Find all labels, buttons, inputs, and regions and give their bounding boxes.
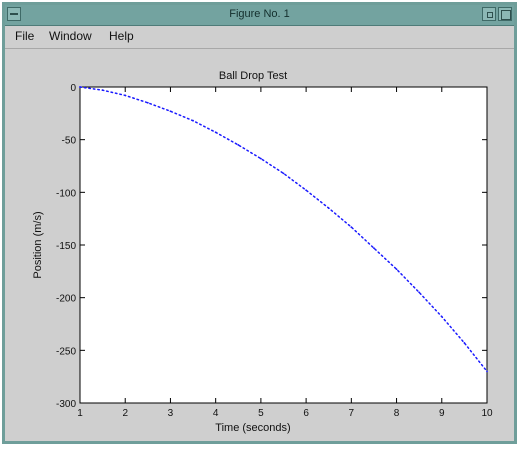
y-tick-label: -200 <box>56 294 76 305</box>
x-tick-label: 6 <box>303 408 309 419</box>
plot-area: Ball Drop Test Time (seconds) Position (… <box>5 49 514 441</box>
data-point <box>305 189 308 192</box>
chart-title: Ball Drop Test <box>219 70 287 82</box>
data-point <box>418 291 421 294</box>
data-point <box>237 144 240 146</box>
data-point <box>395 268 398 271</box>
y-tick-label: 0 <box>70 83 76 94</box>
data-point <box>214 131 217 134</box>
x-tick-label: 4 <box>213 408 219 419</box>
x-axis-label: Time (seconds) <box>215 422 290 434</box>
title-bar[interactable]: Figure No. 1 <box>5 5 514 26</box>
x-tick-label: 3 <box>168 408 174 419</box>
data-point <box>101 89 104 92</box>
x-tick-label: 10 <box>481 408 493 419</box>
data-point <box>169 110 172 113</box>
data-point <box>259 157 262 160</box>
y-tick-label: -300 <box>56 399 76 410</box>
minimize-icon <box>487 12 493 18</box>
data-point <box>146 101 149 104</box>
window-title: Figure No. 1 <box>229 8 290 20</box>
maximize-icon <box>501 10 511 20</box>
x-tick-label: 9 <box>439 408 445 419</box>
minimize-button[interactable] <box>482 7 496 21</box>
data-point <box>327 207 330 210</box>
menu-window[interactable]: Window <box>49 29 92 43</box>
data-point <box>192 119 194 122</box>
window-menu-button[interactable] <box>7 7 21 21</box>
menu-file[interactable]: File <box>15 29 35 43</box>
data-point <box>350 226 353 228</box>
data-point <box>373 247 375 250</box>
figure-window: Figure No. 1 File Window Help Ball Drop … <box>2 2 517 444</box>
window-menu-icon <box>10 13 18 15</box>
x-tick-label: 7 <box>349 408 355 419</box>
menu-help[interactable]: Help <box>109 29 134 43</box>
chart: Ball Drop Test Time (seconds) Position (… <box>32 70 493 434</box>
menu-bar: File Window Help <box>5 26 514 49</box>
data-point <box>282 172 285 175</box>
y-axis-label: Position (m/s) <box>32 211 44 278</box>
data-point <box>440 315 443 318</box>
y-tick-label: -250 <box>56 346 76 357</box>
x-tick-label: 5 <box>258 408 264 419</box>
maximize-button[interactable] <box>498 7 512 21</box>
x-tick-label: 2 <box>122 408 128 419</box>
x-tick-label: 1 <box>77 408 83 419</box>
data-point <box>486 370 488 373</box>
y-tick-label: -100 <box>56 188 76 199</box>
data-point <box>79 86 81 88</box>
x-tick-label: 8 <box>394 408 400 419</box>
y-tick-label: -150 <box>56 241 76 252</box>
y-tick-label: -50 <box>62 136 77 147</box>
data-point <box>124 94 127 97</box>
data-point <box>463 342 466 344</box>
plot-box <box>79 86 488 404</box>
